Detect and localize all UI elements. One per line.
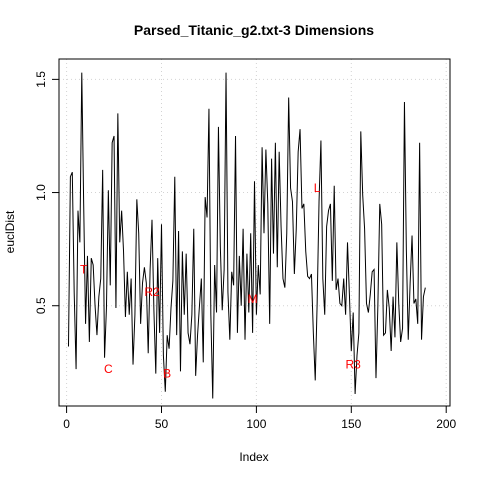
- plot-box: [58, 58, 451, 407]
- annotation-label-5: L: [314, 181, 321, 195]
- x-tick-label-0: 0: [63, 417, 70, 431]
- y-axis: 0.5 1.0 1.5: [34, 71, 60, 314]
- chart-title: Parsed_Titanic_g2.txt-3 Dimensions: [134, 22, 374, 38]
- grid: [59, 59, 450, 406]
- y-tick-label-0: 0.5: [34, 297, 48, 314]
- y-tick-label-1: 1.0: [34, 184, 48, 201]
- annotation-label-6: R3: [346, 358, 362, 372]
- x-tick-label-3: 150: [341, 417, 361, 431]
- annotation-label-4: M: [248, 292, 258, 306]
- y-tick-label-2: 1.5: [34, 71, 48, 88]
- x-tick-label-1: 50: [155, 417, 169, 431]
- x-axis-label: Index: [239, 450, 268, 464]
- annotation-label-3: B: [163, 367, 171, 381]
- annotation-label-0: T: [80, 263, 88, 277]
- x-tick-label-4: 200: [436, 417, 456, 431]
- x-tick-label-2: 100: [246, 417, 266, 431]
- x-axis: 0 50 100 150 200: [63, 405, 457, 431]
- annotation-label-1: C: [104, 362, 113, 376]
- series-line: [67, 72, 426, 399]
- annotations: T C R2 B M L R3: [80, 181, 361, 381]
- y-axis-label: euclDist: [3, 210, 17, 253]
- annotation-label-2: R2: [144, 285, 160, 299]
